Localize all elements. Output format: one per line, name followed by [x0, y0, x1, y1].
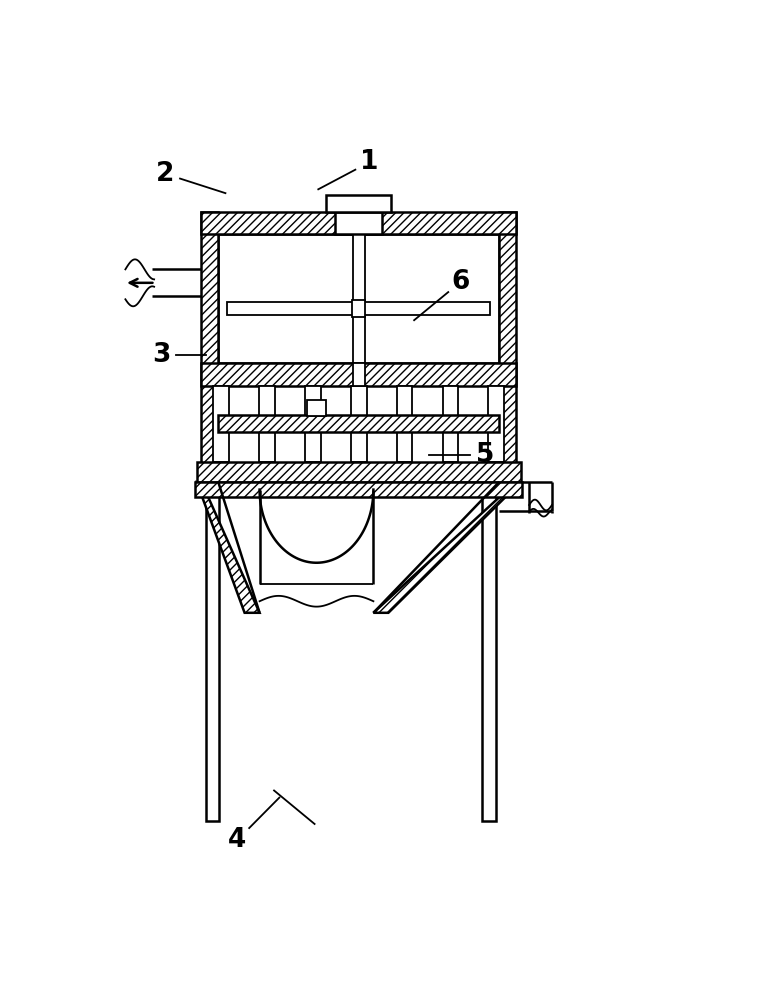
- Bar: [307, 400, 326, 416]
- Text: 4: 4: [228, 827, 247, 853]
- Bar: [227, 302, 490, 315]
- Bar: [202, 363, 516, 386]
- Bar: [352, 363, 365, 386]
- Bar: [397, 386, 412, 462]
- Text: 5: 5: [475, 442, 494, 468]
- Bar: [335, 212, 382, 234]
- Text: 3: 3: [152, 342, 171, 368]
- Text: 6: 6: [451, 269, 470, 295]
- Bar: [352, 300, 366, 317]
- Bar: [259, 386, 275, 462]
- Bar: [196, 482, 522, 497]
- Bar: [196, 462, 521, 482]
- Polygon shape: [196, 482, 260, 613]
- Bar: [202, 212, 218, 482]
- Bar: [326, 195, 391, 212]
- Bar: [202, 212, 516, 234]
- Text: 2: 2: [156, 161, 175, 187]
- Text: 1: 1: [360, 149, 379, 175]
- Bar: [352, 234, 365, 363]
- Bar: [305, 386, 321, 462]
- Bar: [351, 386, 366, 462]
- Bar: [206, 490, 219, 821]
- Bar: [213, 386, 229, 462]
- Bar: [218, 234, 499, 363]
- Bar: [482, 490, 495, 821]
- Bar: [499, 212, 516, 482]
- Bar: [489, 386, 504, 462]
- Bar: [218, 415, 499, 432]
- Polygon shape: [373, 482, 521, 613]
- Bar: [443, 386, 458, 462]
